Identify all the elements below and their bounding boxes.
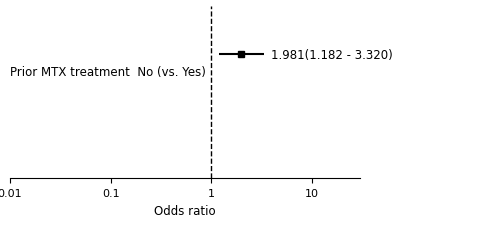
Text: 1.981(1.182 - 3.320): 1.981(1.182 - 3.320) [271, 49, 393, 61]
X-axis label: Odds ratio: Odds ratio [154, 204, 216, 217]
Text: Prior MTX treatment  No (vs. Yes): Prior MTX treatment No (vs. Yes) [10, 66, 206, 79]
